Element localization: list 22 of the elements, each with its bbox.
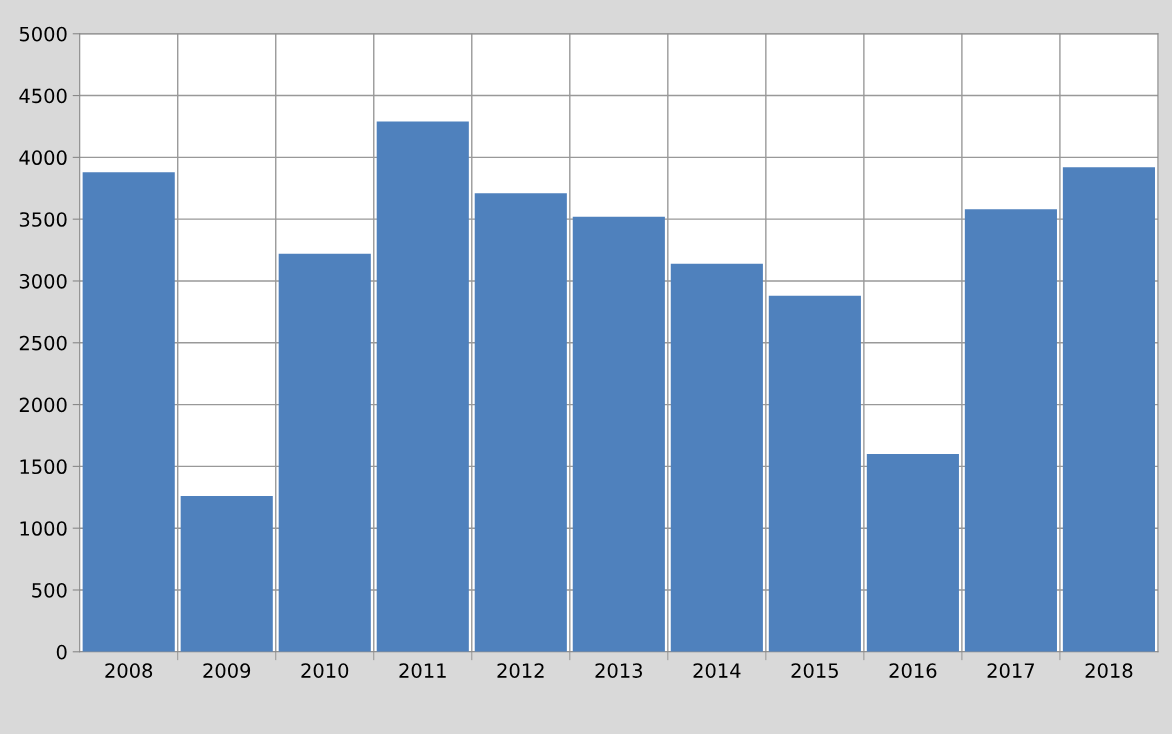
x-tick-label: 2018 xyxy=(1085,663,1133,678)
y-tick-label: 5000 xyxy=(19,26,67,42)
y-tick-label: 500 xyxy=(32,582,67,598)
x-tick-label: 2012 xyxy=(497,663,544,678)
x-tick-label: 2009 xyxy=(203,663,251,678)
x-tick-label: 2010 xyxy=(301,663,349,678)
y-tick-label: 4000 xyxy=(19,150,67,166)
x-tick-label: 2013 xyxy=(595,663,642,678)
y-tick-label: 0 xyxy=(56,644,67,660)
x-tick-label: 2014 xyxy=(693,663,741,678)
x-tick-label: 2008 xyxy=(105,663,153,678)
y-tick-label: 3500 xyxy=(19,212,67,227)
x-tick-label: 2017 xyxy=(987,663,1034,678)
y-tick-label: 3000 xyxy=(19,273,67,289)
y-tick-label: 2000 xyxy=(19,397,67,413)
x-tick-label: 2015 xyxy=(791,663,838,678)
y-tick-label: 1000 xyxy=(20,521,67,536)
x-tick-label: 2016 xyxy=(889,663,937,678)
y-tick-label: 2500 xyxy=(19,335,67,351)
x-tick-label: 2011 xyxy=(399,663,446,678)
y-tick-label: 1500 xyxy=(20,459,67,475)
y-tick-label: 4500 xyxy=(19,88,67,104)
